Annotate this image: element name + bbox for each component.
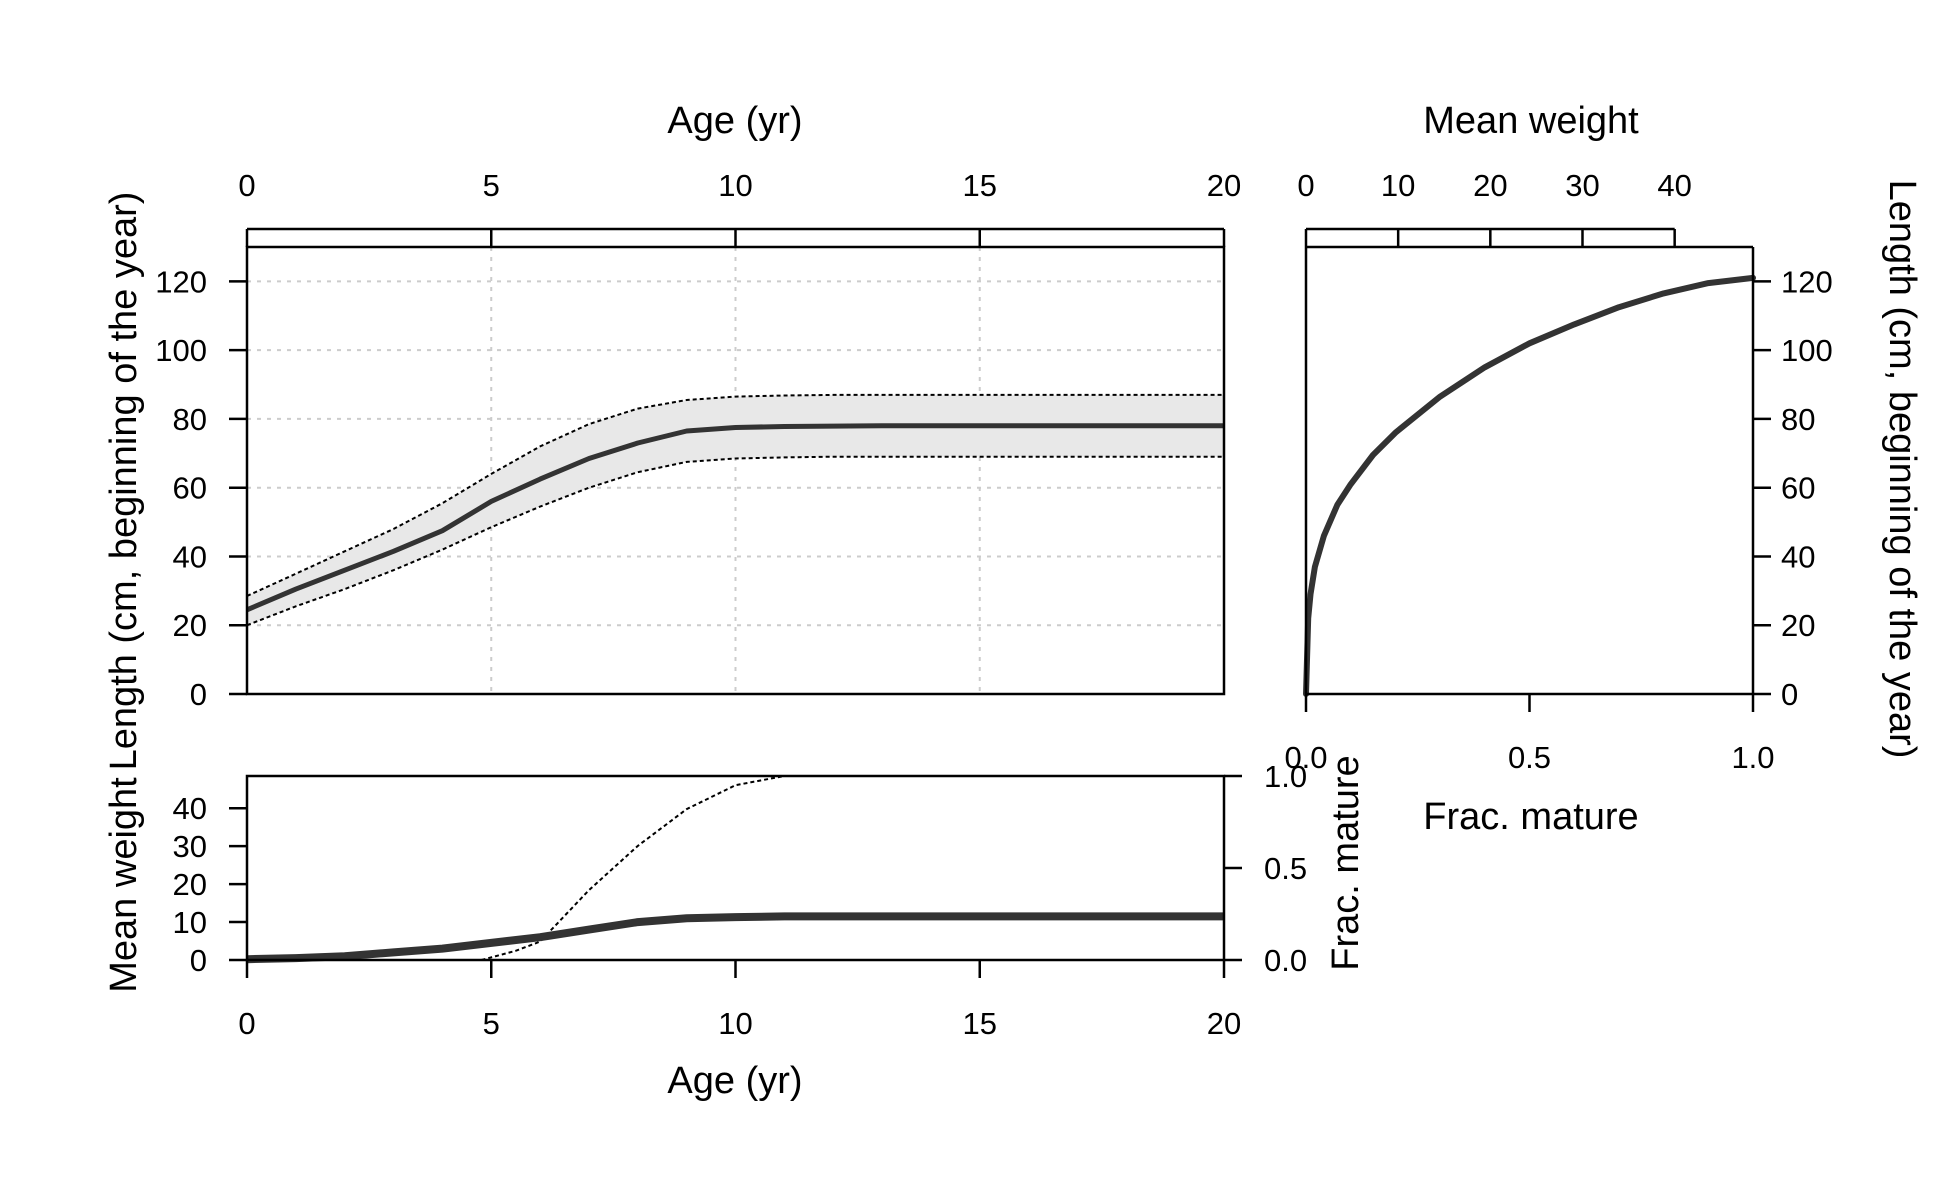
panel3-y-tick-label: 0	[190, 943, 207, 978]
panel1-y-tick-label: 120	[155, 264, 207, 299]
panel2-bottom-tick-label: 0.0	[1284, 740, 1327, 775]
frame-layer	[245, 245, 1755, 962]
panel3-mean-weight-line	[246, 912, 1224, 964]
panel3-y2-tick-label: 0.5	[1264, 851, 1307, 886]
data-layer	[246, 274, 1756, 964]
panel2-y-tick-label: 120	[1781, 264, 1833, 299]
panel3-ylabel: Mean weight	[103, 777, 145, 993]
panel3-x-tick-label: 0	[238, 1006, 255, 1041]
panel3-bottom-xlabel: Age (yr)	[667, 1060, 802, 1102]
panel2-bottom-tick-label: 0.5	[1508, 740, 1551, 775]
panel1-mean-line	[246, 423, 1224, 613]
panel2-y-tick-label: 60	[1781, 471, 1815, 506]
panel3-frac-mature-line	[481, 775, 785, 961]
panel2-y-tick-label: 20	[1781, 608, 1815, 643]
panel1-top-tick-label: 15	[963, 168, 997, 203]
panel1-top-tick-label: 0	[238, 168, 255, 203]
panel2-bottom-xlabel: Frac. mature	[1423, 796, 1638, 838]
panel3-x-tick-label: 10	[718, 1006, 752, 1041]
panel2-y-tick-label: 100	[1781, 333, 1833, 368]
panel3-x-tick-label: 15	[963, 1006, 997, 1041]
panel3-frame	[245, 774, 1226, 962]
panel2-right-ylabel: Length (cm, beginning of the year)	[1881, 180, 1923, 759]
panel2-top-tick-label: 10	[1381, 168, 1415, 203]
panel3-y-tick-label: 20	[173, 867, 207, 902]
panel1-top-tick-label: 5	[483, 168, 500, 203]
panel1-top-tick-label: 20	[1207, 168, 1241, 203]
panel1-y-tick-label: 0	[190, 677, 207, 712]
panel3-y2-tick-label: 1.0	[1264, 759, 1307, 794]
panel2-bottom-tick-label: 1.0	[1731, 740, 1774, 775]
panel2-top-tick-label: 20	[1473, 168, 1507, 203]
panel1-y-tick-label: 40	[173, 539, 207, 574]
panel1-lower-line	[246, 455, 1224, 627]
panel3-y2-tick-label: 0.0	[1264, 943, 1307, 978]
panel1-y-tick-label: 60	[173, 471, 207, 506]
panel1-top-tick-label: 10	[718, 168, 752, 203]
panel2-top-tick-label: 30	[1565, 168, 1599, 203]
panel2-top-tick-label: 0	[1297, 168, 1314, 203]
panel3-y-tick-label: 40	[173, 791, 207, 826]
panel1-top-xlabel: Age (yr)	[667, 100, 802, 142]
panel2-y-tick-label: 40	[1781, 539, 1815, 574]
panel1-y-tick-label: 100	[155, 333, 207, 368]
panel1-ylabel: Length (cm, beginning of the year)	[103, 192, 145, 771]
panel1-y-tick-label: 20	[173, 608, 207, 643]
panel3-x-tick-label: 5	[483, 1006, 500, 1041]
panel2-y-tick-label: 80	[1781, 402, 1815, 437]
panel3-y-tick-label: 30	[173, 829, 207, 864]
panel2-top-tick-label: 40	[1657, 168, 1691, 203]
panel1-upper-line	[246, 393, 1224, 597]
panel3-y-tick-label: 10	[173, 905, 207, 940]
grid-layer	[246, 247, 1225, 695]
panel2-maturity-curve	[1303, 274, 1756, 697]
panel3-x-tick-label: 20	[1207, 1006, 1241, 1041]
panel3-right-ylabel: Frac. mature	[1325, 755, 1367, 970]
panel1-confidence-band	[247, 394, 1224, 626]
panel1-y-tick-label: 80	[173, 402, 207, 437]
panel2-top-xlabel: Mean weight	[1423, 100, 1639, 142]
panel2-y-tick-label: 0	[1781, 677, 1798, 712]
